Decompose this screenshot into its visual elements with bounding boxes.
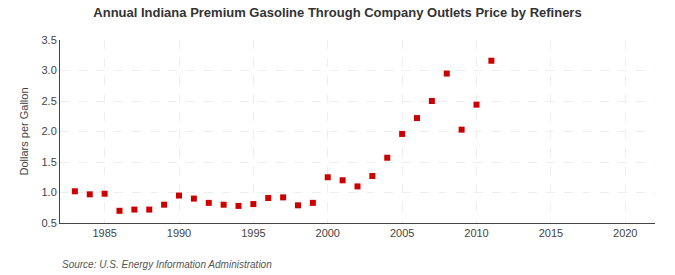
svg-text:1995: 1995 xyxy=(241,227,265,239)
svg-text:2010: 2010 xyxy=(464,227,488,239)
svg-text:2005: 2005 xyxy=(390,227,414,239)
svg-text:0.5: 0.5 xyxy=(42,217,57,229)
svg-text:2.0: 2.0 xyxy=(42,125,57,137)
svg-text:2020: 2020 xyxy=(613,227,637,239)
svg-text:Annual Indiana Premium Gasolin: Annual Indiana Premium Gasoline Through … xyxy=(93,5,581,20)
svg-text:2000: 2000 xyxy=(316,227,340,239)
svg-text:2.5: 2.5 xyxy=(42,95,57,107)
svg-text:3.5: 3.5 xyxy=(42,34,57,46)
svg-text:1985: 1985 xyxy=(92,227,116,239)
svg-text:Source: U.S. Energy Informatio: Source: U.S. Energy Information Administ… xyxy=(62,259,272,270)
svg-text:2015: 2015 xyxy=(539,227,563,239)
svg-text:1990: 1990 xyxy=(167,227,191,239)
svg-text:Dollars per Gallon: Dollars per Gallon xyxy=(18,87,30,175)
svg-text:3.0: 3.0 xyxy=(42,64,57,76)
svg-text:1.0: 1.0 xyxy=(42,186,57,198)
svg-text:1.5: 1.5 xyxy=(42,156,57,168)
